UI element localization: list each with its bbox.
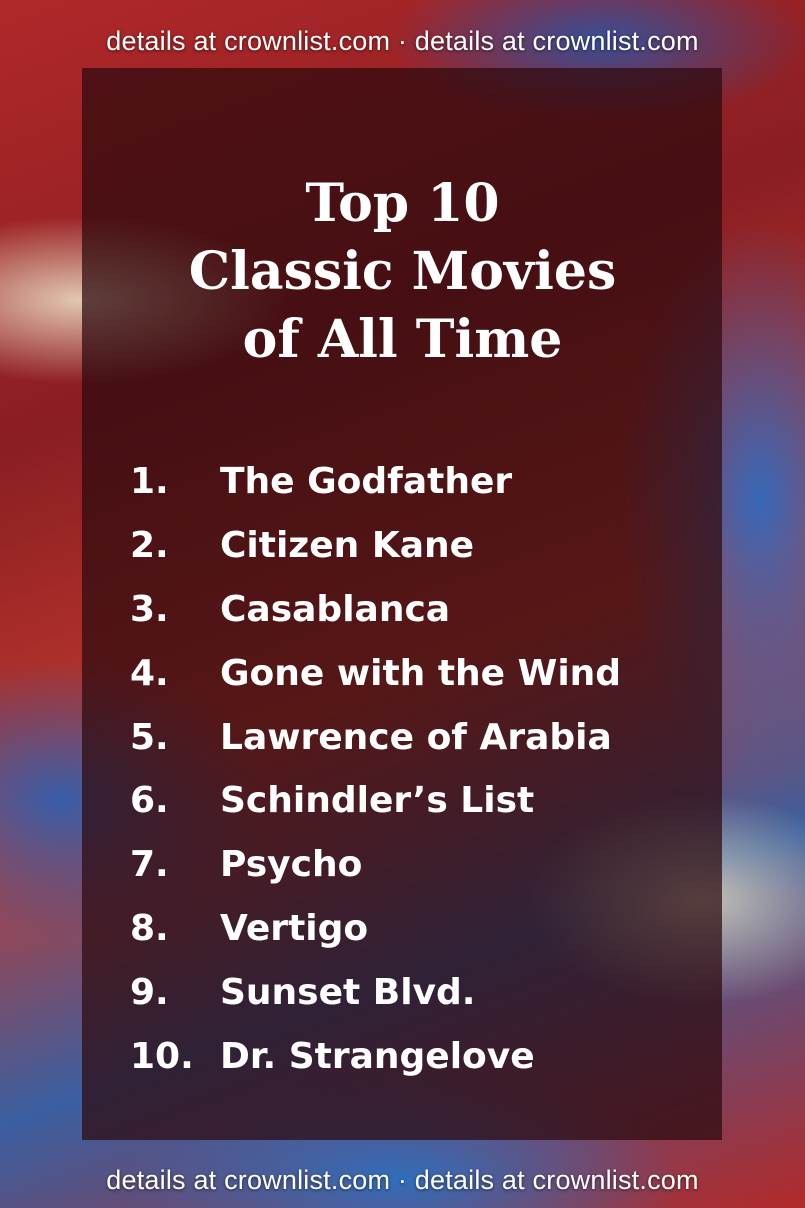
item-number: 2. xyxy=(130,525,169,567)
item-number: 9. xyxy=(130,971,169,1013)
list-item: 1. The Godfather xyxy=(130,450,621,514)
list-item: 4. Gone with the Wind xyxy=(130,641,621,705)
content-panel xyxy=(82,68,722,1140)
list-item: 6. Schindler’s List xyxy=(130,769,621,833)
item-label: The Godfather xyxy=(220,461,513,503)
list-item: 9. Sunset Blvd. xyxy=(130,960,621,1024)
page-title: Top 10 Classic Movies of All Time xyxy=(0,170,805,374)
item-label: Schindler’s List xyxy=(220,780,535,822)
item-label: Citizen Kane xyxy=(220,525,475,567)
watermark-bottom: details at crownlist.com · details at cr… xyxy=(106,1165,699,1195)
item-number: 6. xyxy=(130,780,169,822)
title-line: Classic Movies xyxy=(188,241,617,302)
item-number: 1. xyxy=(130,461,169,503)
list-item: 7. Psycho xyxy=(130,833,621,897)
item-label: Gone with the Wind xyxy=(220,652,622,694)
list-item: 5. Lawrence of Arabia xyxy=(130,705,621,769)
item-label: Psycho xyxy=(220,844,363,886)
item-label: Casablanca xyxy=(220,588,451,630)
list-item: 2. Citizen Kane xyxy=(130,514,621,578)
title-line: of All Time xyxy=(242,309,563,370)
item-number: 4. xyxy=(130,652,169,694)
item-label: Lawrence of Arabia xyxy=(220,716,612,758)
list-item: 8. Vertigo xyxy=(130,897,621,961)
item-label: Vertigo xyxy=(220,907,369,949)
watermark-top: details at crownlist.com · details at cr… xyxy=(106,26,699,56)
list-item: 10. Dr. Strangelove xyxy=(130,1024,621,1088)
item-number: 3. xyxy=(130,588,169,630)
item-number: 5. xyxy=(130,716,169,758)
item-number: 8. xyxy=(130,907,169,949)
item-number: 7. xyxy=(130,844,169,886)
item-label: Dr. Strangelove xyxy=(220,1035,535,1077)
item-number: 10. xyxy=(130,1035,194,1077)
movie-list: 1. The Godfather 2. Citizen Kane 3. Casablanc… xyxy=(130,450,621,1088)
item-label: Sunset Blvd. xyxy=(220,971,476,1013)
list-item: 3. Casablanca xyxy=(130,578,621,642)
title-line: Top 10 xyxy=(305,173,500,234)
